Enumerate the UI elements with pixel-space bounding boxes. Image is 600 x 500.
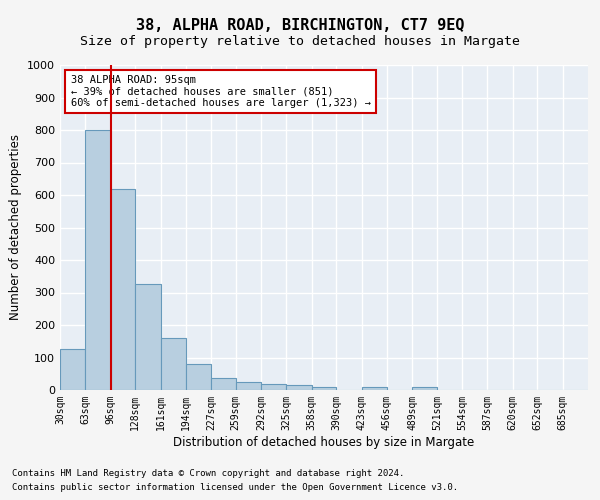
Bar [60, 350, 85, 390]
Text: Contains HM Land Registry data © Crown copyright and database right 2024.: Contains HM Land Registry data © Crown c… [12, 468, 404, 477]
Bar [412, 387, 437, 390]
Bar [312, 387, 336, 390]
Bar [85, 130, 110, 390]
Bar [135, 284, 161, 390]
Text: Contains public sector information licensed under the Open Government Licence v3: Contains public sector information licen… [12, 484, 458, 492]
Bar [286, 385, 312, 390]
Text: 38, ALPHA ROAD, BIRCHINGTON, CT7 9EQ: 38, ALPHA ROAD, BIRCHINGTON, CT7 9EQ [136, 18, 464, 32]
Bar [110, 188, 135, 390]
Bar [186, 364, 211, 390]
Bar [211, 378, 236, 390]
Bar [161, 338, 186, 390]
Text: 38 ALPHA ROAD: 95sqm
← 39% of detached houses are smaller (851)
60% of semi-deta: 38 ALPHA ROAD: 95sqm ← 39% of detached h… [71, 74, 371, 108]
Bar [362, 387, 387, 390]
Bar [261, 384, 286, 390]
Bar [236, 382, 261, 390]
Y-axis label: Number of detached properties: Number of detached properties [8, 134, 22, 320]
Text: Size of property relative to detached houses in Margate: Size of property relative to detached ho… [80, 35, 520, 48]
X-axis label: Distribution of detached houses by size in Margate: Distribution of detached houses by size … [173, 436, 475, 448]
